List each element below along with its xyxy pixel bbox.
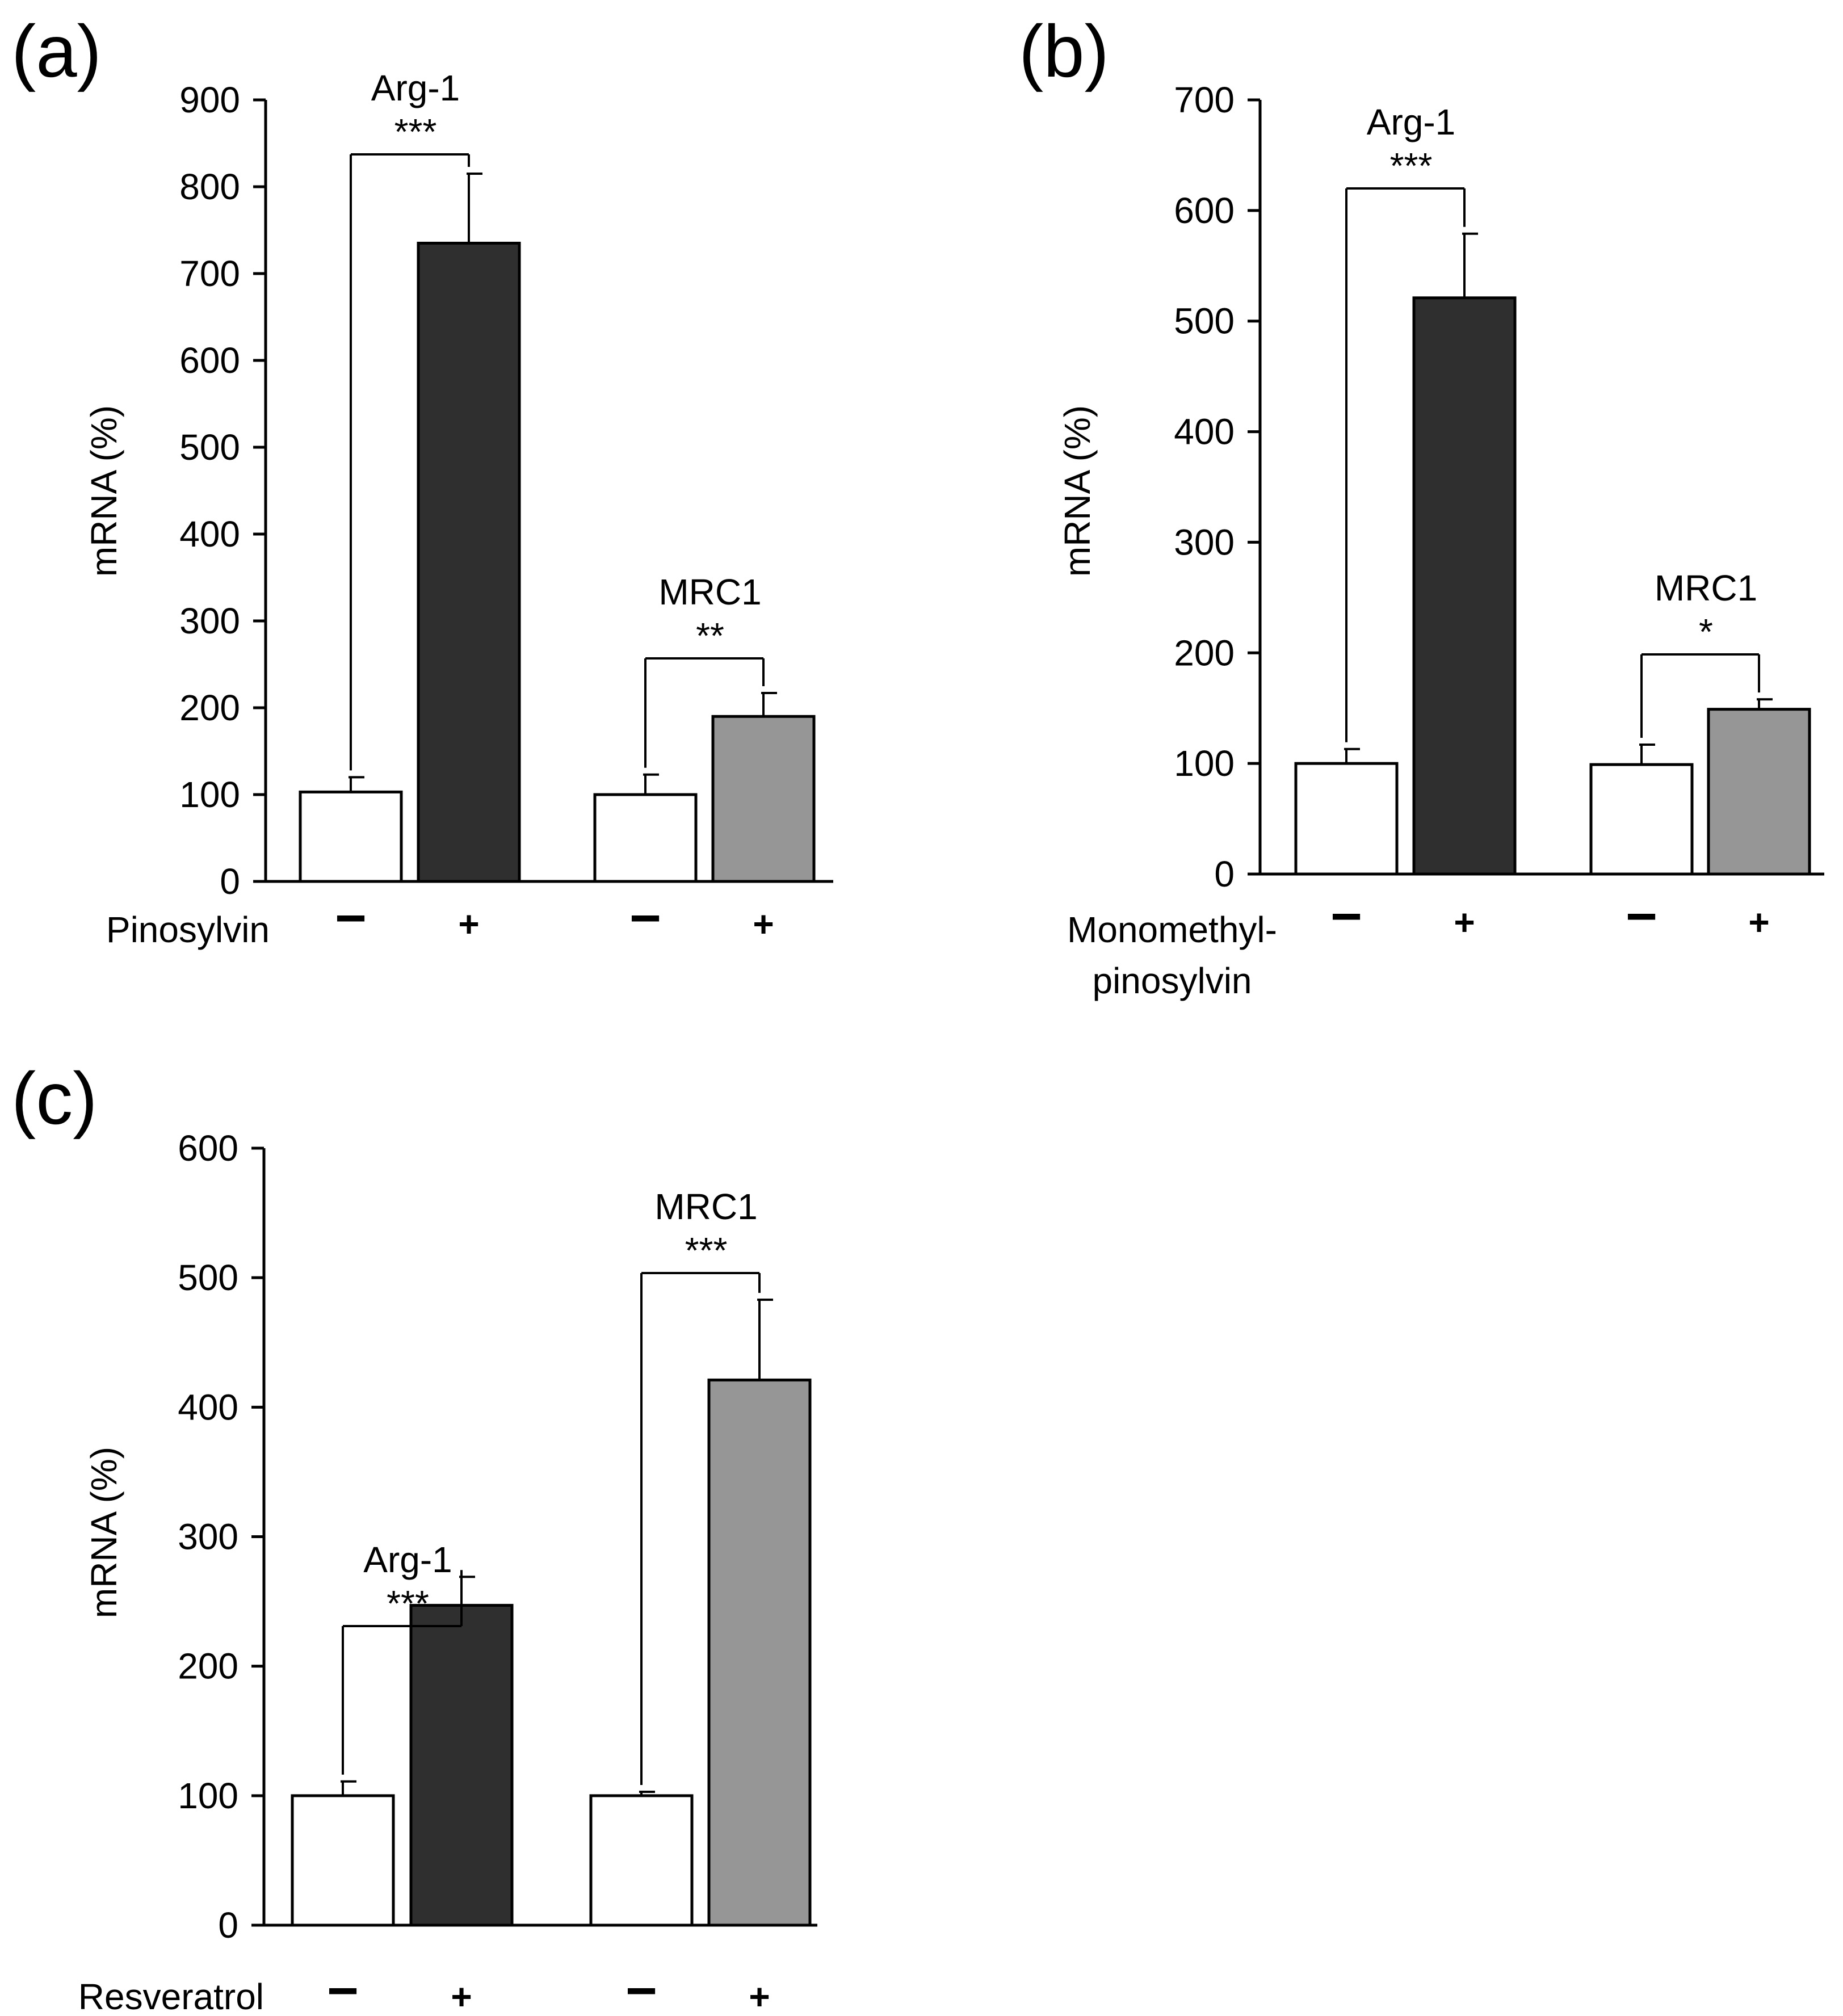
bar [593, 793, 698, 883]
gene-label: MRC1 [1655, 568, 1757, 608]
chart-panel-a: (a) 0 100 200 300 400 500 600 700 800 900 mRNA (%) P… [11, 10, 833, 950]
treatment-marker: + [1454, 902, 1475, 943]
bar [1412, 296, 1517, 876]
y-tick-label: 0 [1214, 854, 1235, 894]
bar [417, 241, 521, 883]
y-tick-label: 700 [179, 253, 240, 294]
y-tick-label: 500 [178, 1257, 238, 1298]
y-tick-label: 100 [179, 774, 240, 815]
bar [409, 1603, 514, 1927]
bar [1589, 763, 1694, 876]
y-axis-title: mRNA (%) [83, 1447, 124, 1618]
treatment-marker: + [749, 1976, 770, 2016]
treatment-marker: + [451, 1976, 472, 2016]
bar [707, 1378, 812, 1927]
treatment-label: Monomethyl- [1067, 909, 1277, 950]
gene-label: Arg-1 [363, 1539, 452, 1580]
significance-stars: *** [394, 111, 437, 152]
y-tick-label: 800 [179, 166, 240, 207]
chart-panel-c: (c) 0 100 200 300 400 500 600 mRNA (%) Resveratro… [11, 1057, 817, 2016]
bar [1707, 708, 1811, 876]
significance-stars: * [1699, 611, 1713, 652]
bar [711, 715, 816, 883]
y-tick-label: 300 [179, 600, 240, 641]
treatment-marker: − [335, 888, 367, 948]
y-tick-label: 100 [1174, 743, 1235, 784]
treatment-label: pinosylvin [1092, 960, 1252, 1001]
treatment-marker: − [1626, 886, 1657, 947]
bar [299, 790, 403, 883]
y-tick-label: 400 [1174, 411, 1235, 452]
treatment-marker: − [1330, 886, 1362, 947]
y-tick-label: 0 [218, 1905, 238, 1946]
treatment-label: Pinosylvin [106, 909, 270, 950]
y-tick-label: 900 [179, 79, 240, 120]
chart-panel-b: (b) 0 100 200 300 400 500 600 700 mRNA (%) Monomet… [1019, 10, 1824, 1001]
y-tick-label: 700 [1174, 79, 1235, 120]
gene-label: Arg-1 [1367, 102, 1456, 142]
panel-label: (c) [11, 1057, 98, 1140]
gene-label: MRC1 [658, 572, 761, 612]
y-tick-label: 500 [1174, 301, 1235, 342]
y-tick-label: 300 [178, 1517, 238, 1557]
panel-label: (a) [11, 10, 102, 93]
significance-stars: *** [387, 1583, 429, 1624]
gene-label: MRC1 [654, 1186, 757, 1227]
treatment-marker: − [629, 888, 661, 948]
y-tick-label: 300 [1174, 522, 1235, 562]
y-tick-label: 200 [179, 687, 240, 728]
significance-stars: ** [696, 615, 724, 656]
y-axis-title: mRNA (%) [1057, 405, 1098, 577]
bar [1294, 762, 1399, 876]
y-tick-label: 600 [179, 340, 240, 381]
y-axis-title: mRNA (%) [83, 405, 124, 577]
y-tick-label: 400 [178, 1387, 238, 1427]
y-tick-label: 200 [1174, 632, 1235, 673]
treatment-marker: + [753, 904, 774, 944]
treatment-marker: + [458, 904, 479, 944]
treatment-marker: − [625, 1960, 657, 2016]
y-tick-label: 100 [178, 1775, 238, 1816]
treatment-label: Resveratrol [78, 1976, 264, 2016]
treatment-marker: − [327, 1960, 359, 2016]
panel-label: (b) [1019, 10, 1109, 93]
y-tick-label: 600 [1174, 190, 1235, 231]
y-tick-label: 600 [178, 1128, 238, 1169]
y-tick-label: 0 [220, 861, 240, 902]
significance-stars: *** [685, 1230, 728, 1271]
y-tick-label: 500 [179, 427, 240, 468]
bar [589, 1794, 694, 1927]
gene-label: Arg-1 [371, 68, 460, 108]
bar [291, 1794, 395, 1927]
y-tick-label: 200 [178, 1646, 238, 1687]
significance-stars: *** [1390, 145, 1433, 186]
treatment-marker: + [1748, 902, 1769, 943]
y-tick-label: 400 [179, 514, 240, 555]
